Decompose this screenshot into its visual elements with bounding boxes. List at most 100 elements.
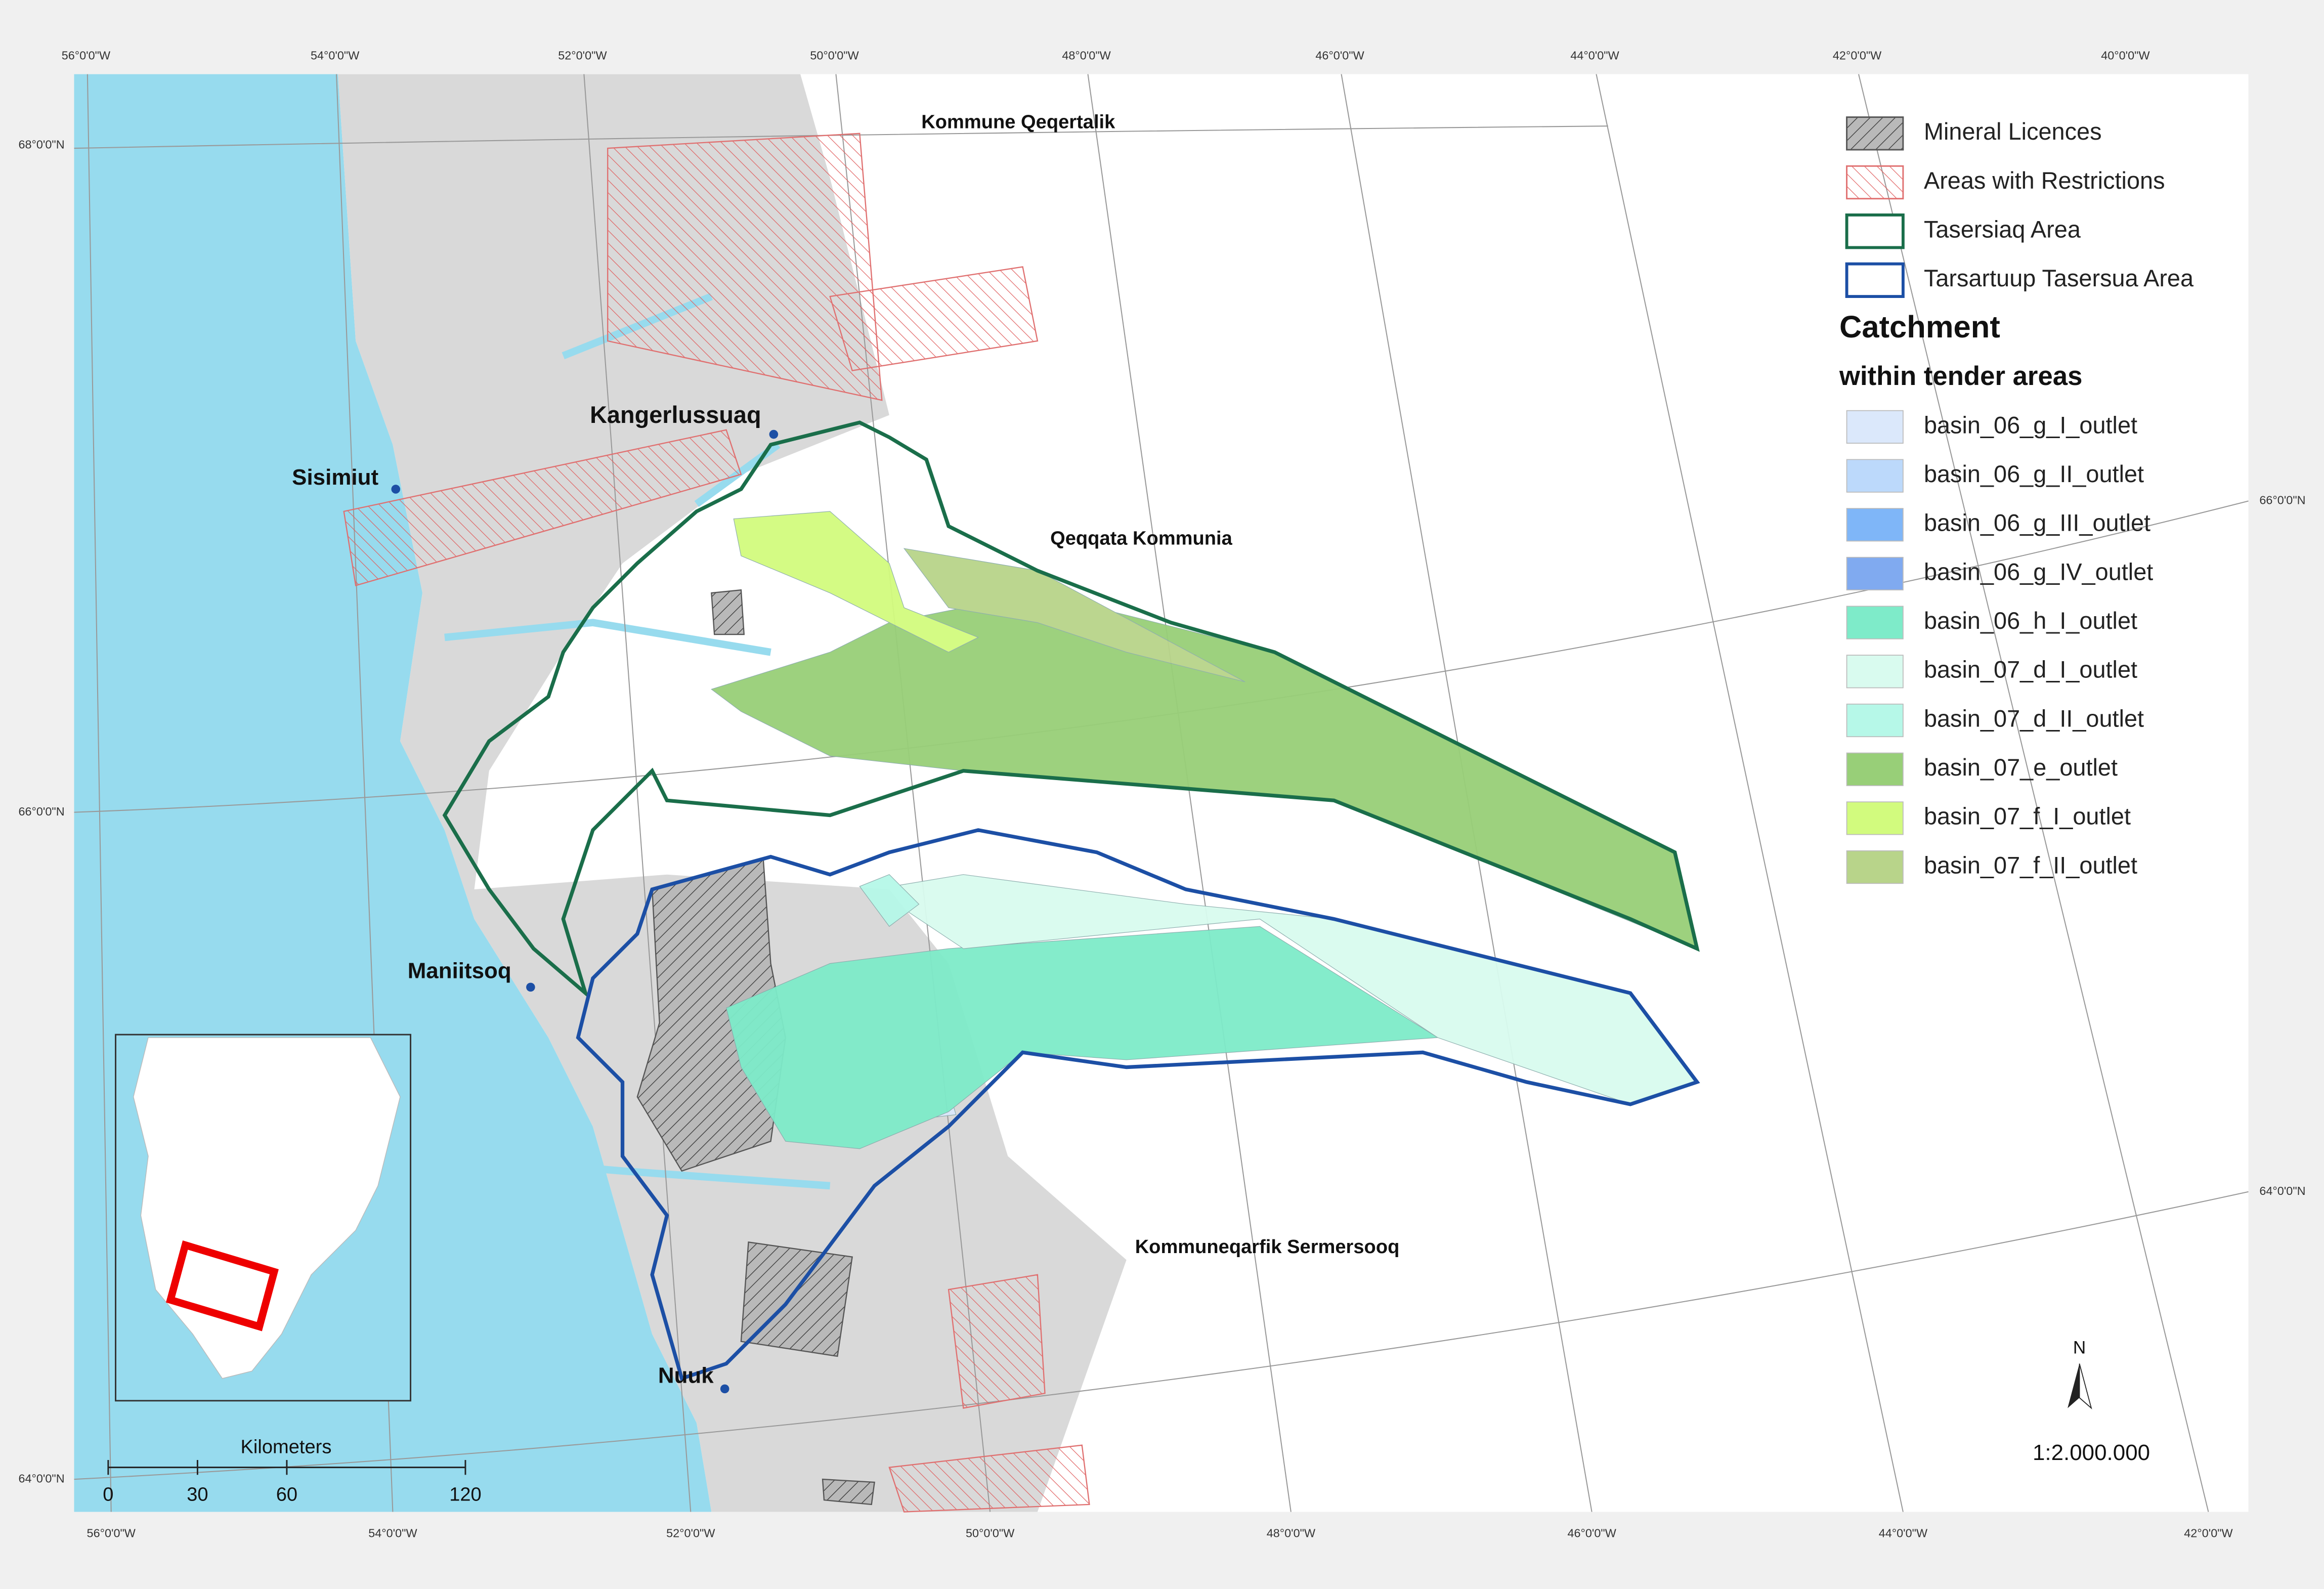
legend-label: basin_07_f_I_outlet: [1924, 803, 2131, 830]
graticule-label: 50°0'0"W: [810, 49, 859, 62]
town-dot: [720, 1384, 729, 1394]
north-label: N: [2073, 1338, 2086, 1358]
place-label: Nuuk: [658, 1363, 714, 1388]
legend-swatch: [1846, 410, 1904, 444]
restriction-area: [948, 1274, 1046, 1409]
legend-swatch: [1845, 262, 1905, 298]
inset-extent: [166, 1240, 279, 1332]
place-label: Kommune Qeqertalik: [921, 111, 1115, 133]
graticule-label: 46°0'0"W: [1567, 1527, 1616, 1540]
graticule-label: 48°0'0"W: [1062, 49, 1111, 62]
mineral-licence: [822, 1478, 875, 1506]
restriction-area: [888, 1444, 1090, 1513]
legend-swatch: [1846, 850, 1904, 884]
legend-label: Mineral Licences: [1924, 118, 2102, 145]
legend-label: basin_07_d_I_outlet: [1924, 657, 2137, 683]
graticule-label: 42°0'0"W: [2184, 1527, 2233, 1540]
meridian: [87, 74, 112, 1512]
graticule-label: 46°0'0"W: [1315, 49, 1364, 62]
restriction-area: [343, 429, 742, 586]
mineral-licence: [636, 858, 787, 1172]
place-label: Sisimiut: [292, 465, 378, 490]
legend-swatch: [1846, 655, 1904, 689]
scale-tick-label: 60: [276, 1484, 297, 1505]
ice-free-land: [338, 74, 1127, 1512]
restriction-area: [829, 266, 1039, 371]
place-label: Kangerlussuaq: [590, 402, 761, 428]
legend-swatch: [1846, 752, 1904, 786]
north-arrow: [2079, 1363, 2092, 1410]
legend-label: basin_06_g_II_outlet: [1924, 461, 2144, 487]
tasersiaq-area: [442, 420, 1700, 999]
catchment: [859, 874, 920, 927]
graticule-label: 42°0'0"W: [1833, 49, 1882, 62]
scale-tick-label: 0: [103, 1484, 113, 1505]
legend-label: basin_06_g_I_outlet: [1924, 412, 2137, 438]
legend-label: Tarsartuup Tasersua Area: [1924, 265, 2194, 291]
meridian: [583, 74, 692, 1512]
graticule-label: 44°0'0"W: [1570, 49, 1619, 62]
legend-label: basin_07_e_outlet: [1924, 754, 2118, 781]
scale-text: 1:2.000.000: [2033, 1440, 2150, 1465]
town-dot: [526, 982, 535, 992]
graticule: [74, 74, 2249, 1512]
graticule-label: 66°0'0"N: [18, 805, 64, 818]
graticule-label: 54°0'0"W: [368, 1527, 417, 1540]
restriction-area: [607, 133, 883, 401]
graticule-label: 52°0'0"W: [558, 49, 607, 62]
legend: Mineral Licences Areas with Restrictions…: [1839, 116, 2194, 884]
tarsartuup-area: [576, 828, 1700, 1381]
mineral-licence: [740, 1241, 853, 1357]
legend-swatch: [1845, 213, 1905, 249]
graticule-label: 56°0'0"W: [62, 49, 111, 62]
graticule-label: 68°0'0"N: [18, 138, 64, 151]
town-dot: [391, 485, 401, 494]
inset-greenland: [133, 1037, 401, 1379]
legend-label: basin_07_f_II_outlet: [1924, 852, 2137, 878]
legend-label: basin_06_g_III_outlet: [1924, 510, 2150, 536]
graticule-label: 66°0'0"N: [2259, 494, 2305, 507]
legend-subheading: within tender areas: [1839, 361, 2082, 391]
catchments: [711, 511, 1698, 1149]
catchment: [725, 926, 1439, 1149]
graticule-label: 52°0'0"W: [666, 1527, 715, 1540]
meridian: [1858, 74, 2209, 1512]
towns: [391, 430, 779, 1394]
legend-swatch: [1846, 556, 1904, 591]
graticule-label: 54°0'0"W: [311, 49, 360, 62]
legend-swatch: [1846, 703, 1904, 738]
legend-label: basin_06_g_IV_outlet: [1924, 559, 2153, 585]
inset-map: [115, 1034, 412, 1402]
legend-swatch: [1846, 801, 1904, 835]
place-label: Maniitsoq: [408, 959, 511, 983]
graticule-label: 50°0'0"W: [966, 1527, 1015, 1540]
mineral-licence: [711, 589, 745, 635]
legend-label: Areas with Restrictions: [1924, 167, 2165, 194]
place-label: Qeqqata Kommunia: [1050, 528, 1233, 549]
town-dot: [769, 430, 779, 439]
place-label: Kommuneqarfik Sermersooq: [1135, 1236, 1400, 1258]
legend-label: Tasersiaq Area: [1924, 217, 2081, 243]
graticule-label: 40°0'0"W: [2101, 49, 2150, 62]
scale-title: Kilometers: [241, 1437, 332, 1458]
scale-bar: Kilometers 0 30 60 120: [103, 1437, 481, 1506]
graticule-label: 64°0'0"N: [18, 1472, 64, 1485]
meridian: [1596, 74, 1904, 1512]
graticule-label: 44°0'0"W: [1879, 1527, 1928, 1540]
legend-swatch: [1846, 165, 1904, 200]
mineral-licences: [636, 589, 875, 1506]
legend-heading: Catchment: [1839, 310, 2000, 345]
legend-swatch: [1846, 459, 1904, 493]
legend-swatch: [1846, 606, 1904, 639]
graticule-label: 64°0'0"N: [2259, 1184, 2305, 1197]
legend-swatch: [1846, 116, 1904, 151]
legend-label: basin_06_h_I_outlet: [1924, 608, 2137, 634]
parallel: [74, 1191, 2249, 1480]
legend-label: basin_07_d_II_outlet: [1924, 705, 2144, 732]
graticule-label: 56°0'0"W: [87, 1527, 136, 1540]
restriction-areas: [343, 133, 1090, 1513]
catchment: [733, 511, 979, 653]
meridian: [1087, 74, 1292, 1512]
